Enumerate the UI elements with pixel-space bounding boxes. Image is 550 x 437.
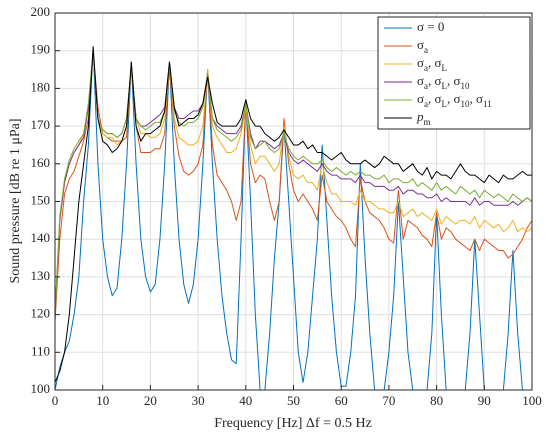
y-tick-label: 100 [31,381,51,396]
y-tick-label: 150 [31,192,51,207]
y-tick-label: 140 [31,230,51,245]
legend-label: σa, σL, σ10 [417,73,470,91]
y-tick-label: 200 [31,4,51,19]
lines [55,46,532,390]
legend-label: σa [417,37,428,55]
legend-label: σa, σL [417,55,447,73]
y-tick-label: 180 [31,79,51,94]
x-tick-label: 80 [430,393,443,408]
x-tick-label: 10 [96,393,109,408]
x-tick-label: 70 [382,393,395,408]
series-line [55,46,523,390]
y-tick-label: 160 [31,155,51,170]
series-line [55,46,532,383]
x-tick-label: 30 [192,393,205,408]
legend-label: σ = 0 [417,19,444,34]
x-tick-label: 50 [287,393,300,408]
x-tick-label: 20 [144,393,157,408]
y-tick-label: 120 [31,306,51,321]
x-tick-label: 40 [239,393,252,408]
legend-box [377,16,531,130]
x-tick-label: 90 [478,393,491,408]
x-axis-label: Frequency [Hz] Δf = 0.5 Hz [214,416,372,431]
y-axis-label: Sound pressure [dB re 1 μPa] [8,119,23,284]
legend-label: pm [416,109,431,127]
x-tick-label: 100 [522,393,542,408]
y-tick-label: 130 [31,268,51,283]
y-tick-label: 190 [31,42,51,57]
y-tick-label: 170 [31,117,51,132]
y-tick-label: 110 [31,343,50,358]
legend-label: σa, σL, σ10, σ11 [417,91,492,109]
x-tick-label: 0 [52,393,59,408]
x-tick-label: 60 [335,393,348,408]
